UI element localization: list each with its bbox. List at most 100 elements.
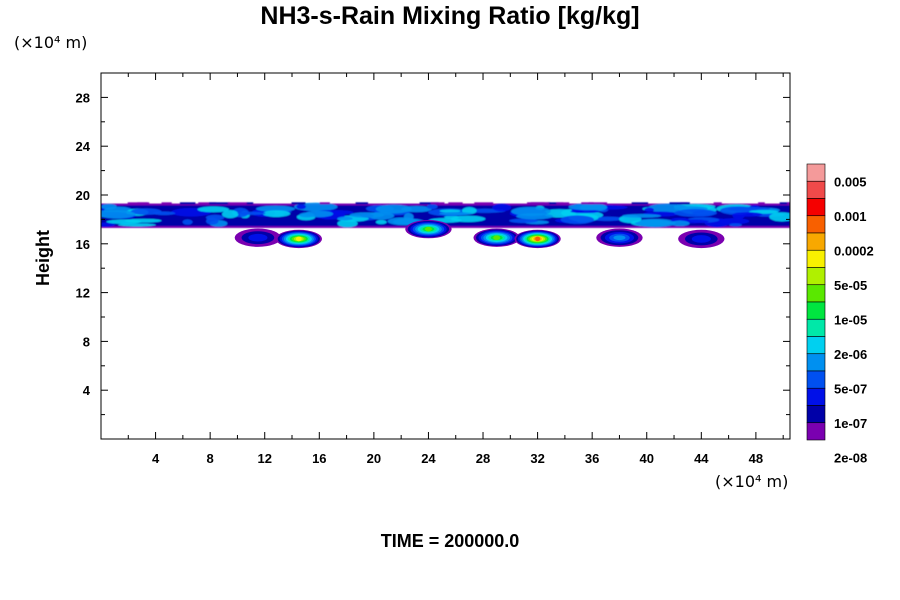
layer-streak (106, 219, 142, 225)
layer-wisp (669, 202, 690, 205)
cell-contour (295, 236, 302, 242)
cell-contour (613, 235, 626, 241)
layer-wisp (430, 202, 445, 205)
x-tick-label: 44 (694, 451, 709, 466)
precip-cell (234, 228, 282, 247)
layer-streak (349, 212, 385, 218)
colorbar-swatch (806, 387, 826, 406)
colorbar-swatch (806, 405, 826, 424)
layer-wisp (246, 202, 254, 205)
x-tick-label: 16 (312, 451, 326, 466)
colorbar-swatch (806, 163, 826, 182)
colorbar-swatch (806, 353, 826, 372)
colorbar: 0.005 0.001 0.0002 5e-05 1e-05 2e-06 5e-07 1e-0… (806, 163, 874, 465)
layer-wisp (127, 202, 150, 205)
precip-cell (473, 228, 520, 247)
layer-streak (568, 203, 607, 211)
cell-contour (493, 235, 501, 240)
layer-wisp (355, 202, 369, 205)
precip-cells (234, 220, 725, 249)
layer-streak (647, 203, 689, 213)
y-tick-label: 8 (83, 334, 90, 349)
layer-streak (509, 218, 538, 223)
layer-streak (296, 204, 306, 210)
layer-wisp (198, 202, 217, 205)
layer-streak (337, 216, 353, 221)
precip-cell (514, 229, 561, 249)
colorbar-swatch (806, 232, 826, 251)
layer-wisp (581, 202, 594, 205)
colorbar-swatch (806, 336, 826, 355)
colorbar-label: 5e-05 (834, 278, 867, 293)
layer-streak (101, 210, 136, 219)
layer-wisp (556, 202, 564, 205)
x-tick-label: 4 (152, 451, 160, 466)
layer-streak (152, 211, 176, 216)
colorbar-swatch (806, 249, 826, 268)
colorbar-swatch (806, 422, 826, 441)
colorbar-label: 1e-07 (834, 416, 867, 431)
layer-streak (375, 204, 412, 214)
layer-streak (570, 209, 600, 214)
layer-wisp (291, 202, 306, 205)
layer-streak (237, 211, 266, 215)
layer-wisp (179, 202, 196, 205)
layer-streak (511, 206, 551, 217)
layer-wisp (448, 202, 463, 205)
y-tick-label: 4 (83, 383, 91, 398)
layer-streak (732, 212, 763, 217)
colorbar-swatch (806, 301, 826, 320)
layer-wisp (419, 202, 439, 205)
layer-streak (560, 215, 595, 224)
layer-streak (769, 212, 790, 222)
layer-streak (718, 218, 750, 225)
cell-contour (424, 226, 432, 232)
y-tick-label: 28 (76, 90, 90, 105)
layer-streak (304, 210, 334, 218)
layer-wisp (319, 202, 330, 205)
layer-wisp (560, 202, 570, 205)
precip-cell (596, 228, 643, 247)
colorbar-swatch (806, 180, 826, 199)
x-tick-label: 48 (749, 451, 763, 466)
layer-streak (426, 204, 438, 210)
layer-wisp (758, 202, 765, 205)
layer-streak (262, 210, 291, 217)
layer-wisp (713, 202, 722, 205)
layer-streak (439, 212, 472, 216)
x-tick-label: 20 (367, 451, 381, 466)
colorbar-swatch (806, 215, 826, 234)
colorbar-label: 2e-08 (834, 450, 867, 465)
layer-streak (635, 218, 676, 228)
layer-wisp (787, 202, 790, 205)
y-tick-label: 16 (76, 237, 90, 252)
precip-cell (405, 220, 452, 239)
y-axis-title: Height (33, 230, 53, 286)
colorbar-label: 0.005 (834, 174, 867, 189)
chart-title: NH3-s-Rain Mixing Ratio [kg/kg] (260, 2, 640, 30)
layer-streak (101, 222, 116, 228)
layer-streak (101, 203, 117, 210)
colorbar-label: 0.0002 (834, 243, 874, 258)
layer-wisp (588, 202, 608, 205)
layer-streak (670, 220, 690, 227)
x-tick-label: 12 (257, 451, 271, 466)
layer-streak (197, 206, 230, 213)
layer-wisp (527, 202, 545, 205)
layer-wisp (474, 202, 494, 205)
colorbar-swatch (806, 198, 826, 217)
x-tick-label: 24 (421, 451, 436, 466)
plot-frame (100, 72, 791, 440)
y-tick-label: 12 (76, 286, 90, 301)
layer-streak (222, 209, 239, 219)
colorbar-swatch (806, 318, 826, 337)
x-axis-unit: (×10⁴ m) (715, 472, 789, 491)
layer-streak (182, 219, 193, 225)
layer-streak (644, 207, 655, 212)
layer-streak (403, 212, 414, 221)
x-tick-label: 40 (640, 451, 654, 466)
layer-streak (118, 223, 156, 227)
plot-area (101, 73, 790, 439)
colorbar-label: 5e-07 (834, 381, 867, 396)
